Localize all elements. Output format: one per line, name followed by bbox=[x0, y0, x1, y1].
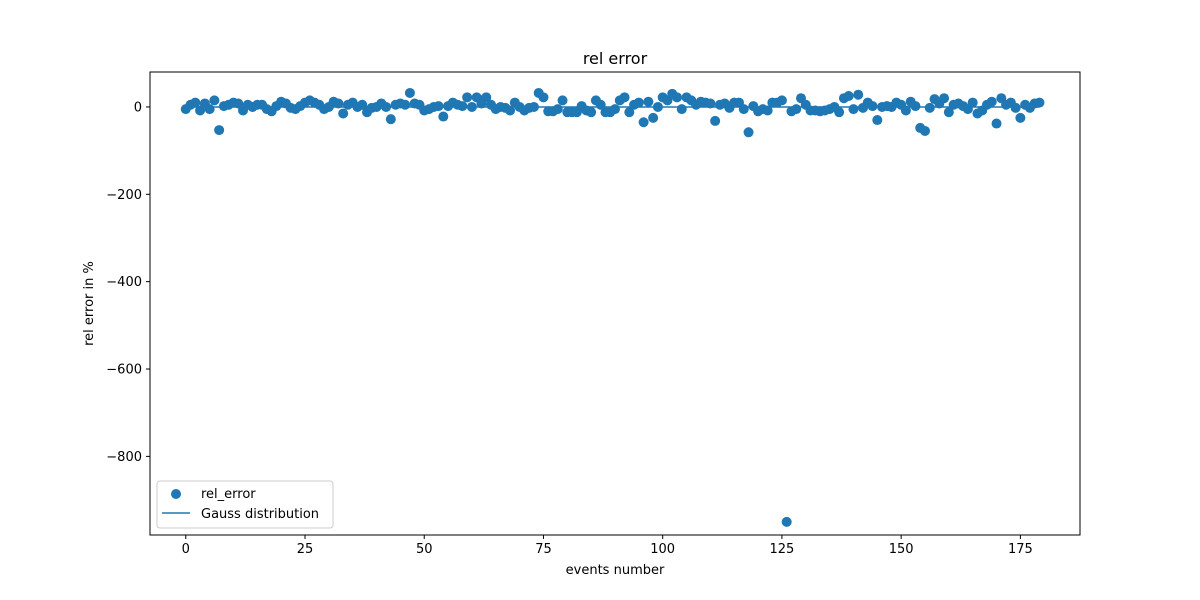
data-point bbox=[481, 92, 492, 103]
data-point bbox=[781, 516, 792, 527]
data-point bbox=[843, 91, 854, 102]
data-point bbox=[633, 97, 644, 108]
data-point bbox=[538, 92, 549, 103]
data-point bbox=[204, 104, 215, 115]
x-tick-label: 125 bbox=[770, 542, 795, 557]
chart-title: rel error bbox=[583, 49, 648, 68]
data-point bbox=[528, 101, 539, 112]
data-point bbox=[867, 101, 878, 112]
x-tick-label: 75 bbox=[535, 542, 552, 557]
data-point bbox=[557, 95, 568, 106]
data-point bbox=[853, 89, 864, 100]
data-point bbox=[834, 107, 845, 118]
data-point bbox=[1010, 102, 1021, 113]
data-point bbox=[195, 105, 206, 116]
data-point bbox=[652, 101, 663, 112]
data-point bbox=[705, 98, 716, 109]
y-tick-label: −200 bbox=[106, 188, 142, 203]
data-point bbox=[438, 111, 449, 122]
data-point bbox=[872, 115, 883, 126]
y-tick-label: −800 bbox=[106, 450, 142, 465]
plot-area bbox=[180, 87, 1045, 527]
x-axis: 0 25 50 75 100 125 150 175 bbox=[182, 535, 1033, 557]
data-point bbox=[466, 101, 477, 112]
data-point bbox=[595, 99, 606, 110]
data-point bbox=[676, 104, 687, 115]
x-tick-label: 175 bbox=[1008, 542, 1033, 557]
legend-box bbox=[156, 480, 334, 529]
data-point bbox=[939, 93, 950, 104]
data-point bbox=[610, 104, 620, 115]
x-tick-label: 150 bbox=[889, 542, 914, 557]
legend: rel_error Gauss distribution bbox=[156, 480, 334, 529]
x-tick-label: 25 bbox=[297, 542, 314, 557]
data-point bbox=[381, 101, 392, 112]
data-point bbox=[1015, 112, 1026, 123]
y-tick-label: −400 bbox=[106, 275, 142, 290]
data-point bbox=[457, 101, 468, 112]
data-point bbox=[214, 125, 225, 136]
data-point bbox=[586, 107, 597, 118]
data-point bbox=[638, 117, 649, 128]
data-point bbox=[924, 102, 935, 113]
data-point bbox=[619, 92, 630, 103]
data-point bbox=[848, 104, 859, 115]
data-point bbox=[1034, 97, 1045, 108]
x-tick-label: 50 bbox=[416, 542, 433, 557]
data-point bbox=[233, 98, 244, 109]
data-point bbox=[943, 107, 954, 118]
data-point bbox=[738, 104, 749, 115]
x-tick-label: 100 bbox=[650, 542, 675, 557]
data-point bbox=[338, 108, 349, 119]
data-point bbox=[900, 105, 911, 116]
data-point bbox=[209, 95, 220, 106]
data-point bbox=[624, 107, 635, 118]
data-point bbox=[433, 101, 444, 112]
data-point bbox=[967, 97, 978, 108]
data-point bbox=[643, 96, 654, 107]
data-point bbox=[920, 125, 930, 136]
y-tick-label: 0 bbox=[134, 100, 142, 115]
plot-frame bbox=[149, 71, 1081, 536]
data-point bbox=[762, 105, 773, 116]
data-point bbox=[333, 98, 344, 109]
data-point bbox=[743, 127, 754, 138]
data-point bbox=[462, 92, 473, 103]
data-point bbox=[672, 92, 682, 103]
data-point bbox=[400, 99, 411, 110]
data-point bbox=[648, 112, 659, 123]
x-tick-label: 0 bbox=[182, 542, 190, 557]
data-point bbox=[710, 115, 721, 126]
data-point bbox=[910, 101, 921, 112]
data-point bbox=[190, 97, 201, 108]
legend-label-rel-error: rel_error bbox=[201, 487, 256, 502]
data-point bbox=[991, 118, 1002, 129]
data-point bbox=[505, 105, 516, 116]
data-point bbox=[385, 114, 396, 125]
legend-label-gauss: Gauss distribution bbox=[201, 507, 319, 522]
data-point bbox=[986, 96, 997, 107]
data-point bbox=[357, 99, 368, 110]
y-axis-title: rel error in % bbox=[82, 261, 97, 346]
y-tick-label: −600 bbox=[106, 363, 142, 378]
y-axis: −800 −600 −400 −200 0 bbox=[106, 100, 150, 465]
data-point bbox=[404, 87, 415, 98]
data-point bbox=[776, 95, 787, 106]
data-point bbox=[791, 104, 802, 115]
legend-marker-rel-error bbox=[171, 489, 181, 499]
x-axis-title: events number bbox=[566, 563, 665, 578]
data-point bbox=[552, 104, 563, 115]
